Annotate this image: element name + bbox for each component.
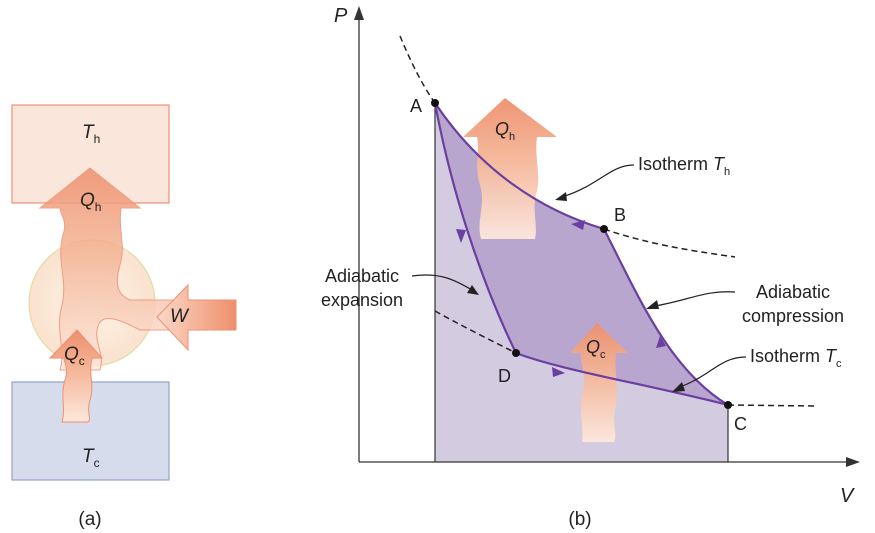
point-a: [431, 99, 439, 107]
dashed-isotherm-lower-right: [727, 404, 816, 407]
isotherm-tc-leader-arrowhead: [672, 382, 685, 392]
isotherm-th-curve: [434, 102, 605, 231]
adiabatic-compression-leader-arrowhead: [646, 300, 659, 309]
point-d: [512, 349, 520, 357]
dashed-isotherm-lower-left: [434, 310, 517, 354]
adiabatic-expansion-curve: [433, 102, 517, 354]
label-c: C: [734, 414, 747, 434]
caption-b: (b): [568, 509, 591, 530]
direction-arrow-cd: [552, 367, 565, 377]
direction-arrow-da: [456, 229, 466, 243]
heat-out-arrow-b: [463, 98, 557, 239]
work-arrow: [156, 283, 237, 352]
adiabatic-compression-leader: [654, 291, 736, 307]
heat-out-label: Qh: [80, 190, 101, 214]
isotherm-th-leader-arrowhead: [555, 192, 567, 201]
work-label: W: [170, 306, 190, 327]
isotherm-th-label: Isotherm Th: [638, 154, 730, 178]
heat-out-label-b: Qh: [495, 119, 515, 143]
panel-a: Th Qh W Qc Tc (a): [11, 104, 237, 530]
label-b: B: [614, 205, 626, 225]
adiabatic-expansion-leader-arrowhead: [467, 285, 479, 295]
heat-in-arrow-b: [570, 323, 628, 442]
cold-reservoir-label: Tc: [82, 446, 100, 470]
y-axis-label: P: [334, 5, 348, 27]
hot-reservoir-label: Th: [82, 122, 100, 146]
heat-in-arrow: [48, 329, 104, 423]
panel-b: P V A B C D Qh Qc Isotherm Th Isotherm T…: [321, 5, 860, 530]
cycle-area: [435, 103, 728, 405]
isotherm-th-leader: [561, 164, 635, 198]
x-axis-arrowhead: [846, 457, 860, 467]
label-d: D: [498, 366, 511, 386]
heat-in-label: Qc: [64, 344, 85, 368]
adiabatic-expansion-label: Adiabatic expansion: [321, 266, 403, 310]
direction-arrow-ab: [571, 220, 585, 230]
isotherm-tc-curve: [515, 351, 729, 407]
caption-a: (a): [78, 509, 101, 530]
adiabatic-expansion-leader: [411, 274, 473, 291]
dashed-isotherm-upper-left: [399, 35, 436, 104]
heat-out-arrow: [38, 167, 189, 371]
heat-in-label-b: Qc: [586, 337, 606, 361]
point-b: [600, 225, 608, 233]
area-under-cycle: [435, 103, 728, 462]
y-axis-arrowhead: [354, 6, 364, 20]
x-axis-label: V: [840, 485, 855, 507]
point-c: [724, 401, 732, 409]
isotherm-tc-label: Isotherm Tc: [750, 346, 842, 370]
adiabatic-compression-curve: [603, 228, 729, 406]
direction-arrow-bc: [656, 336, 666, 348]
label-a: A: [410, 96, 422, 116]
isotherm-tc-leader: [679, 356, 747, 388]
dashed-isotherm-upper-right: [603, 228, 736, 258]
adiabatic-compression-label: Adiabatic compression: [742, 282, 844, 326]
